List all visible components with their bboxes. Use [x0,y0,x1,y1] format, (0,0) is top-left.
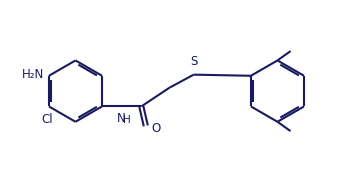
Text: Cl: Cl [41,113,53,126]
Text: O: O [151,122,161,135]
Text: S: S [190,55,197,68]
Text: H: H [123,115,130,125]
Text: N: N [117,112,126,125]
Text: H₂N: H₂N [22,68,45,81]
